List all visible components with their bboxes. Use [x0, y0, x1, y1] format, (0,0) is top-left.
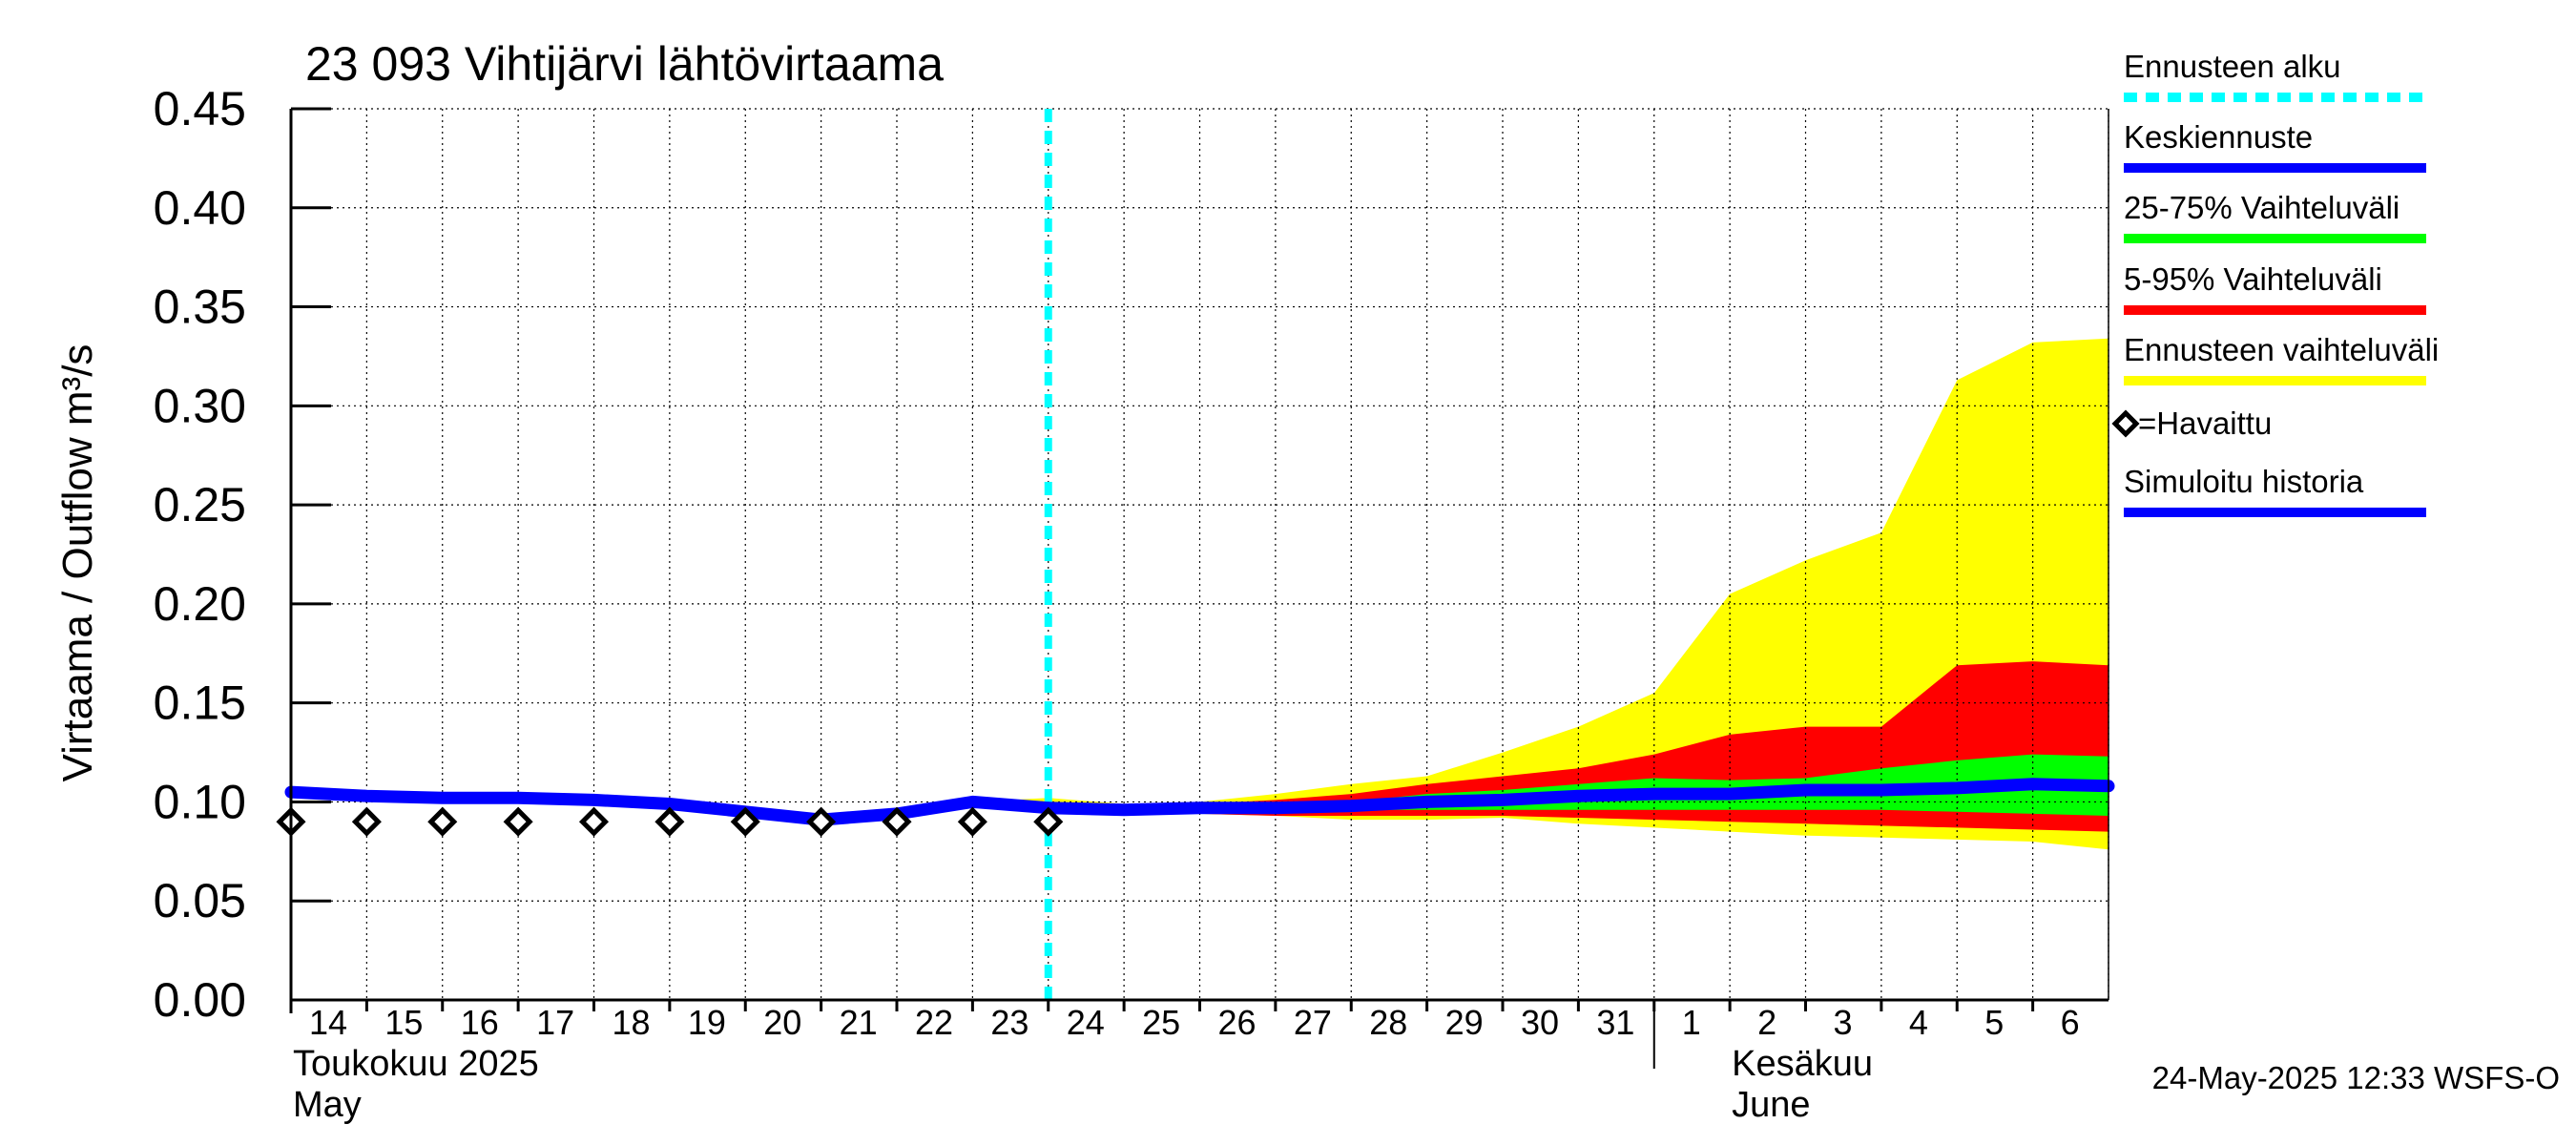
observed-point — [578, 806, 610, 837]
axes: 0.00 0.05 0.10 0.15 0.20 0.25 0.30 0.35 0.40 0.45… — [154, 82, 2109, 1125]
grid-lines — [291, 108, 2109, 1000]
x-tick-label: 5 — [1984, 1003, 2004, 1042]
x-tick-label: 18 — [612, 1003, 650, 1042]
y-tick-label: 0.10 — [154, 775, 246, 828]
chart-title: 23 093 Vihtijärvi lähtövirtaama — [305, 37, 944, 91]
observed-point — [1033, 806, 1064, 837]
month-label-en: May — [293, 1085, 362, 1125]
observed-point — [427, 806, 458, 837]
x-tick-label: 30 — [1521, 1003, 1559, 1042]
x-tick-label: 20 — [763, 1003, 801, 1042]
y-axis-label: Virtaama / Outflow m³/s — [54, 344, 101, 782]
observed-point — [503, 806, 533, 837]
x-tick-label: 6 — [2061, 1003, 2080, 1042]
legend-label: 5-95% Vaihteluväli — [2124, 261, 2382, 297]
observed-point — [654, 806, 685, 837]
observed-point — [806, 806, 837, 837]
legend-label: =Havaittu — [2138, 406, 2272, 441]
x-tick-label: 16 — [461, 1003, 499, 1042]
y-tick-label: 0.35 — [154, 281, 246, 334]
legend: Ennusteen alku Keskiennuste 25-75% Vaihtel… — [2111, 49, 2439, 517]
timestamp: 24-May-2025 12:33 WSFS-O — [2152, 1060, 2560, 1095]
band-0 — [972, 338, 2109, 850]
y-tick-label: 0.25 — [154, 478, 246, 531]
observed-markers — [276, 806, 1064, 837]
legend-label: Ennusteen alku — [2124, 49, 2341, 84]
y-tick-label: 0.20 — [154, 577, 246, 631]
y-tick-label: 0.30 — [154, 379, 246, 432]
y-tick-label: 0.00 — [154, 973, 246, 1027]
legend-marker — [2111, 409, 2140, 438]
series-line-1 — [1042, 778, 2115, 817]
month-label-fi: Kesäkuu — [1732, 1044, 1873, 1084]
y-tick-label: 0.15 — [154, 677, 246, 730]
x-tick-label: 19 — [688, 1003, 726, 1042]
month-label-en: June — [1732, 1085, 1810, 1125]
x-tick-label: 17 — [536, 1003, 574, 1042]
observed-point — [730, 806, 760, 837]
legend-label: 25-75% Vaihteluväli — [2124, 190, 2399, 225]
observed-point — [351, 806, 382, 837]
observed-point — [957, 806, 987, 837]
y-tick-label: 0.05 — [154, 874, 246, 927]
y-tick-label: 0.45 — [154, 82, 246, 135]
x-tick-label: 1 — [1682, 1003, 1701, 1042]
legend-label: Simuloitu historia — [2124, 464, 2364, 499]
observed-point — [882, 806, 912, 837]
y-tick-label: 0.40 — [154, 181, 246, 235]
x-tick-label: 2 — [1757, 1003, 1776, 1042]
x-tick-label: 24 — [1067, 1003, 1105, 1042]
x-tick-label: 3 — [1833, 1003, 1852, 1042]
x-tick-label: 29 — [1445, 1003, 1484, 1042]
x-tick-label: 23 — [990, 1003, 1028, 1042]
x-tick-label: 14 — [309, 1003, 347, 1042]
x-tick-label: 4 — [1909, 1003, 1928, 1042]
x-tick-label: 21 — [840, 1003, 878, 1042]
legend-label: Ennusteen vaihteluväli — [2124, 332, 2439, 367]
x-tick-label: 15 — [384, 1003, 423, 1042]
month-label-fi: Toukokuu 2025 — [293, 1044, 539, 1084]
x-tick-label: 22 — [915, 1003, 953, 1042]
x-tick-label: 27 — [1294, 1003, 1332, 1042]
x-tick-label: 31 — [1596, 1003, 1634, 1042]
legend-label: Keskiennuste — [2124, 119, 2313, 155]
series-line-0 — [284, 785, 1055, 826]
series-lines — [284, 778, 2115, 826]
x-tick-label: 28 — [1369, 1003, 1407, 1042]
x-tick-label: 25 — [1142, 1003, 1180, 1042]
x-tick-label: 26 — [1217, 1003, 1256, 1042]
